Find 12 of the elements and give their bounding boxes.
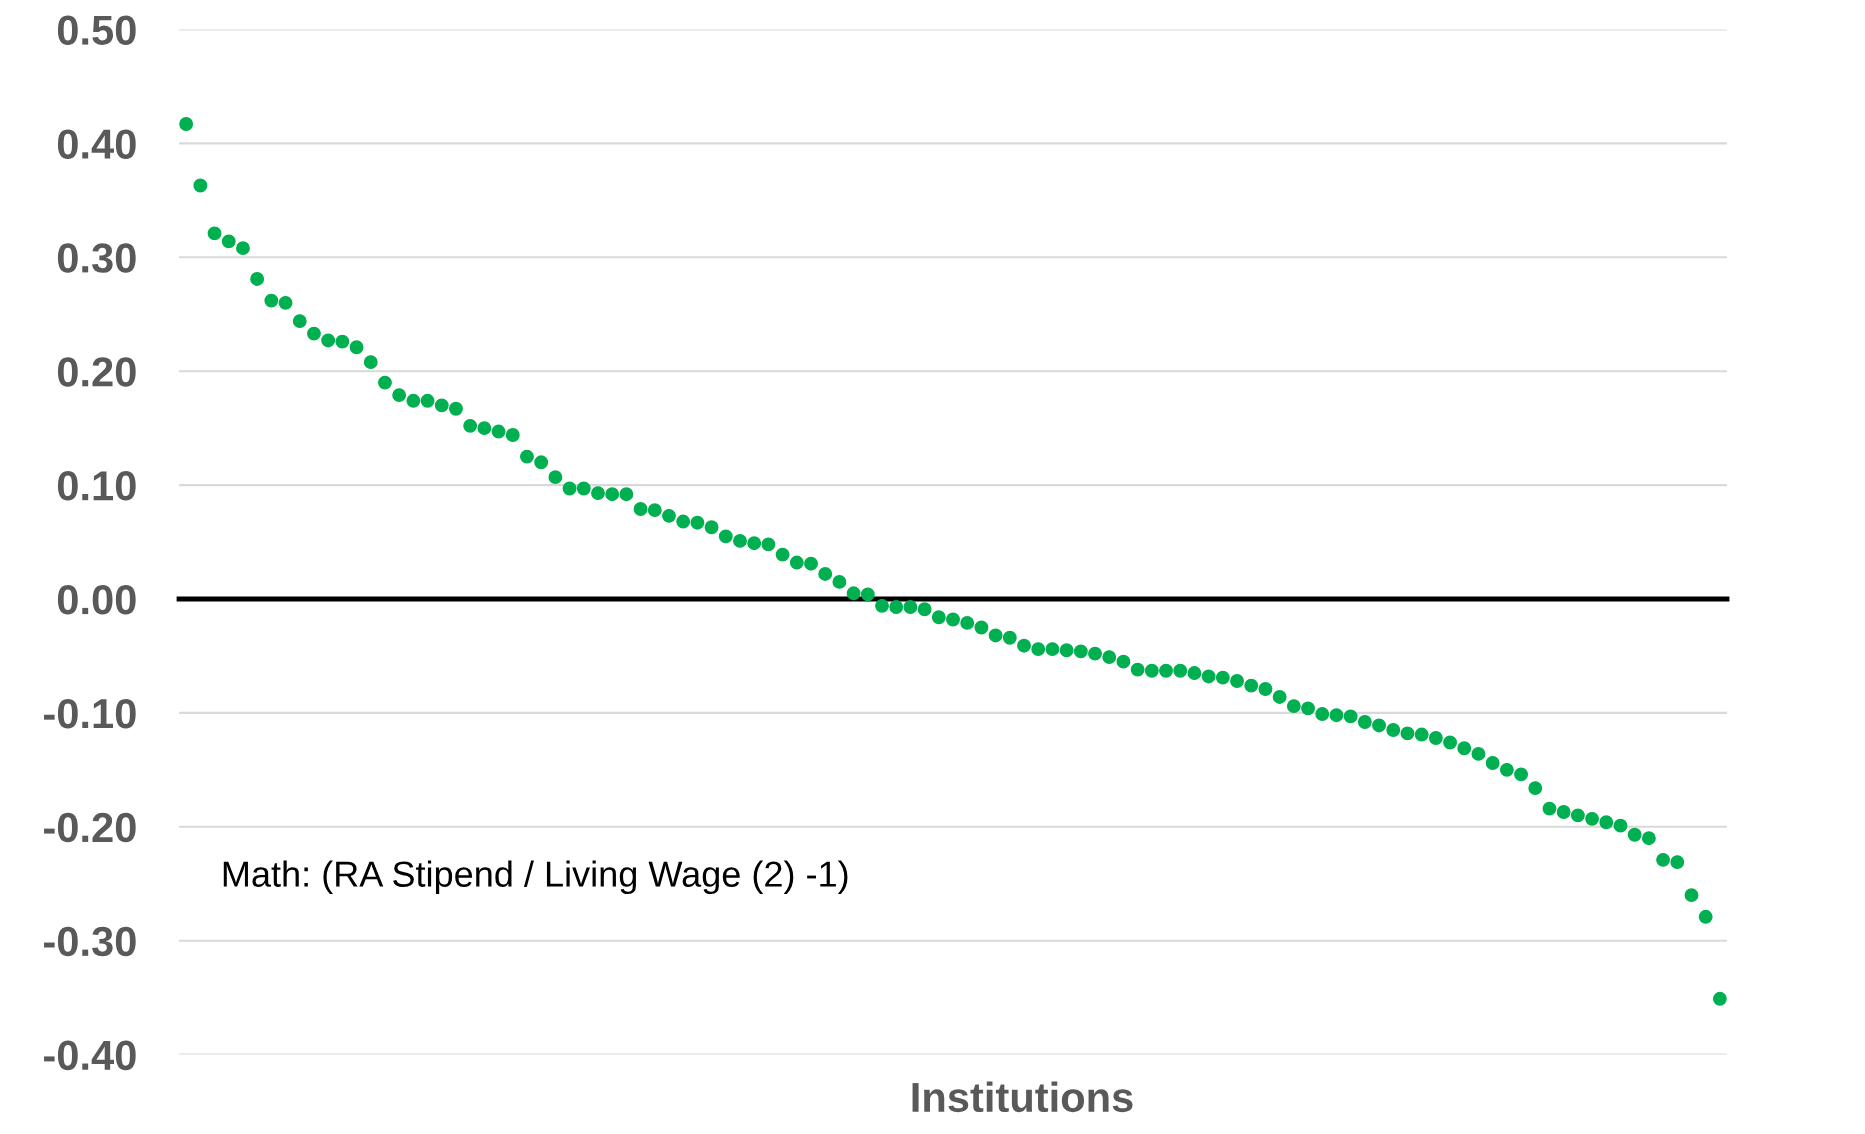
y-tick-label: 0.00: [57, 585, 136, 615]
y-tick-label: 0.40: [57, 129, 136, 159]
y-tick-label: -0.10: [44, 698, 136, 729]
y-tick-label: 0.10: [57, 471, 136, 501]
y-tick-label: 0.50: [57, 15, 136, 45]
y-tick-label: 0.20: [57, 357, 136, 387]
annotation: Math: (RA Stipend / Living Wage (2) -1): [223, 860, 848, 895]
y-tick-label: 0.30: [57, 243, 136, 273]
x-axis-title: Institutions: [912, 1081, 1133, 1113]
y-tick-label: -0.40: [44, 1040, 136, 1071]
y-tick-label: -0.20: [44, 812, 136, 843]
y-tick-label: -0.30: [44, 926, 136, 957]
